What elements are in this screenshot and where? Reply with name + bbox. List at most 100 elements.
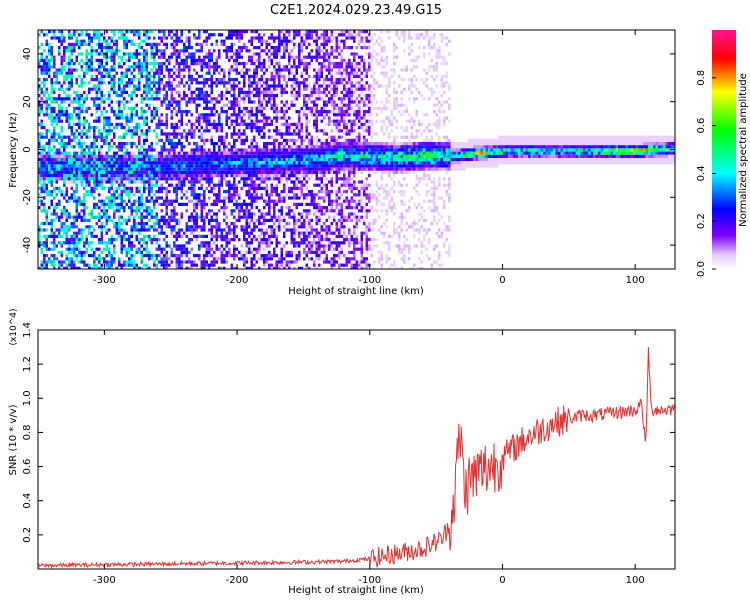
heatmap-cell [95, 58, 98, 62]
heatmap-cell [145, 154, 148, 158]
heatmap-cell [288, 122, 291, 126]
heatmap-cell [225, 151, 228, 155]
heatmap-cell [108, 145, 111, 149]
heatmap-cell [125, 263, 128, 267]
heatmap-cell [168, 158, 171, 162]
heatmap-cell [108, 161, 111, 165]
heatmap-cell [113, 250, 116, 254]
heatmap-cell [103, 142, 106, 146]
heatmap-cell [178, 94, 181, 98]
heatmap-cell [275, 71, 278, 75]
heatmap-cell [83, 90, 86, 94]
heatmap-cell [60, 174, 63, 178]
heatmap-cell [185, 81, 188, 85]
heatmap-cell [108, 254, 111, 258]
heatmap-cell [305, 132, 308, 136]
heatmap-cell [245, 30, 248, 34]
heatmap-cell [295, 94, 298, 98]
heatmap-cell [118, 193, 121, 197]
heatmap-cell [148, 250, 151, 254]
heatmap-cell [203, 193, 206, 197]
heatmap-cell [63, 158, 66, 162]
heatmap-cell [50, 148, 53, 152]
heatmap-cell [265, 103, 268, 107]
heatmap-cell [240, 186, 243, 190]
heatmap-cell [98, 84, 101, 88]
heatmap-cell [68, 257, 71, 261]
heatmap-cell [180, 148, 183, 152]
heatmap-cell [148, 174, 151, 178]
heatmap-cell [50, 234, 53, 238]
heatmap-cell [200, 244, 203, 248]
heatmap-cell [145, 164, 148, 168]
heatmap-cell [188, 167, 191, 171]
heatmap-cell [250, 186, 253, 190]
heatmap-cell [308, 158, 311, 162]
heatmap-cell [153, 170, 156, 174]
heatmap-cell [308, 241, 311, 245]
heatmap-cell [80, 84, 83, 88]
heatmap-cell [55, 257, 58, 261]
heatmap-cell [230, 161, 233, 165]
heatmap-cell [293, 180, 296, 184]
heatmap-cell [58, 68, 61, 72]
heatmap-cell [258, 36, 261, 40]
heatmap-cell [310, 55, 313, 59]
heatmap-cell [113, 209, 116, 213]
heatmap-cell [148, 193, 151, 197]
heatmap-cell [95, 119, 98, 123]
heatmap-cell [55, 161, 58, 165]
heatmap-cell [98, 36, 101, 40]
heatmap-cell [100, 49, 103, 53]
heatmap-cell [38, 228, 41, 232]
heatmap-cell [265, 154, 268, 158]
heatmap-cell [175, 260, 178, 264]
heatmap-cell [98, 206, 101, 210]
heatmap-cell [175, 103, 178, 107]
heatmap-cell [128, 126, 131, 130]
heatmap-cell [270, 263, 273, 267]
heatmap-cell [233, 33, 236, 37]
heatmap-cell [75, 199, 78, 203]
heatmap-cell [55, 113, 58, 117]
heatmap-cell [263, 151, 266, 155]
heatmap-cell [65, 215, 68, 219]
heatmap-cell [243, 94, 246, 98]
heatmap-cell [208, 170, 211, 174]
heatmap-cell [210, 122, 213, 126]
heatmap-cell [205, 215, 208, 219]
heatmap-cell [258, 170, 261, 174]
heatmap-cell [258, 161, 261, 165]
heatmap-cell [258, 228, 261, 232]
heatmap-cell [198, 113, 201, 117]
heatmap-cell [273, 206, 276, 210]
heatmap-cell [248, 222, 251, 226]
heatmap-cell [233, 164, 236, 168]
heatmap-cell [120, 215, 123, 219]
heatmap-cell [218, 161, 221, 165]
heatmap-cell [130, 231, 133, 235]
heatmap-cell [103, 65, 106, 69]
heatmap-cell [303, 257, 306, 261]
heatmap-cell [70, 81, 73, 85]
heatmap-cell [193, 154, 196, 158]
heatmap-cell [280, 170, 283, 174]
heatmap-cell [153, 177, 156, 181]
heatmap-cell [193, 122, 196, 126]
heatmap-cell [178, 39, 181, 43]
heatmap-cell [248, 90, 251, 94]
heatmap-cell [175, 154, 178, 158]
heatmap-cell [98, 174, 101, 178]
heatmap-cell [93, 100, 96, 104]
heatmap-cell [278, 81, 281, 85]
heatmap-cell [260, 62, 263, 66]
heatmap-cell [105, 154, 108, 158]
heatmap-cell [265, 90, 268, 94]
heatmap-cell [165, 97, 168, 101]
heatmap-cell [43, 33, 46, 37]
heatmap-cell [220, 231, 223, 235]
heatmap-cell [110, 199, 113, 203]
heatmap-cell [70, 113, 73, 117]
heatmap-cell [115, 49, 118, 53]
heatmap-cell [253, 52, 256, 56]
